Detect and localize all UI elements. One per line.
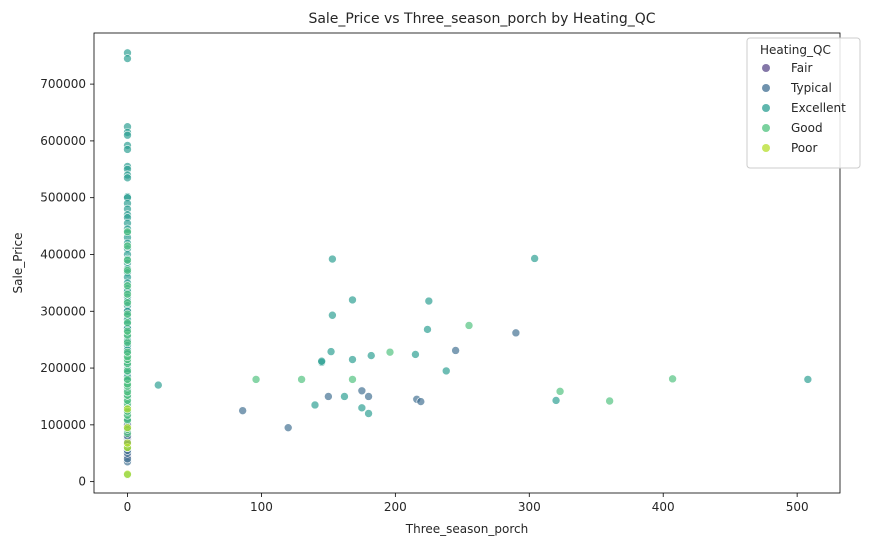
- legend-label-good: Good: [791, 121, 823, 135]
- legend-marker-good: [762, 124, 770, 132]
- data-point-good: [123, 338, 132, 347]
- legend-label-excellent: Excellent: [791, 101, 846, 115]
- x-tick-label: 400: [652, 500, 675, 514]
- x-tick-label: 300: [518, 500, 541, 514]
- x-axis-label: Three_season_porch: [405, 522, 528, 536]
- legend-marker-poor: [762, 144, 770, 152]
- data-point-excellent: [364, 409, 373, 418]
- y-tick-label: 100000: [40, 418, 86, 432]
- data-point-excellent: [366, 351, 376, 360]
- data-point-good: [123, 227, 132, 237]
- data-point-typical: [511, 328, 521, 338]
- data-point-excellent: [348, 295, 357, 305]
- data-point-excellent: [310, 400, 320, 410]
- data-point-typical: [357, 386, 367, 396]
- data-point-typical: [416, 397, 426, 406]
- y-tick-label: 200000: [40, 361, 86, 375]
- data-point-good: [555, 387, 565, 396]
- data-point-good: [297, 375, 306, 384]
- data-point-excellent: [551, 396, 561, 405]
- data-point-good: [123, 318, 132, 327]
- y-tick-label: 500000: [40, 191, 86, 205]
- data-point-good: [123, 298, 132, 308]
- data-point-good: [123, 266, 132, 275]
- data-point-poor: [123, 469, 132, 479]
- x-axis: 0 100 200 300 400 500: [124, 493, 809, 514]
- data-point-good: [123, 366, 132, 376]
- y-axis: 0 100000 200000 300000 400000 500000 600000 700…: [40, 77, 94, 489]
- legend-marker-fair: [762, 64, 770, 72]
- data-points: [123, 48, 813, 480]
- data-point-excellent: [357, 403, 367, 413]
- data-point-excellent: [123, 54, 132, 63]
- data-point-excellent: [326, 347, 336, 356]
- data-point-good: [668, 374, 677, 384]
- legend-title: Heating_QC: [760, 43, 831, 57]
- data-point-excellent: [423, 325, 432, 334]
- data-point-excellent: [424, 296, 434, 306]
- data-point-good: [348, 375, 357, 384]
- data-point-good: [123, 241, 132, 251]
- y-tick-label: 0: [78, 475, 86, 489]
- y-tick-label: 300000: [40, 304, 86, 318]
- x-tick-label: 200: [384, 500, 407, 514]
- data-point-good: [123, 281, 132, 291]
- y-axis-label: Sale_Price: [11, 233, 25, 294]
- data-point-excellent: [411, 350, 420, 359]
- data-point-good: [123, 289, 132, 299]
- plot-area: [93, 32, 841, 494]
- data-point-typical: [451, 346, 460, 355]
- data-point-good: [123, 326, 132, 336]
- legend: Heating_QC Fair Typical Excellent Good Poor: [746, 37, 861, 169]
- data-point-poor: [123, 423, 132, 432]
- y-tick-label: 700000: [40, 77, 86, 91]
- y-tick-label: 600000: [40, 134, 86, 148]
- data-point-excellent: [153, 380, 163, 390]
- data-point-poor: [123, 438, 132, 448]
- legend-marker-typical: [762, 84, 770, 92]
- legend-label-poor: Poor: [791, 141, 817, 155]
- data-point-excellent: [328, 310, 337, 320]
- data-point-good: [123, 309, 132, 319]
- data-point-excellent: [340, 392, 349, 401]
- data-point-good: [251, 375, 261, 384]
- data-point-typical: [283, 423, 293, 432]
- data-point-excellent: [803, 375, 813, 384]
- data-point-typical: [364, 392, 373, 401]
- data-point-good: [123, 255, 132, 265]
- data-point-excellent: [348, 355, 357, 364]
- chart-title: Sale_Price vs Three_season_porch by Heat…: [308, 11, 655, 27]
- data-point-excellent: [328, 254, 337, 264]
- x-tick-label: 500: [786, 500, 809, 514]
- data-point-excellent: [123, 145, 132, 154]
- legend-box: [746, 37, 861, 169]
- legend-label-typical: Typical: [790, 81, 832, 95]
- plot-frame: [93, 32, 841, 494]
- data-point-excellent: [317, 356, 326, 366]
- y-tick-label: 400000: [40, 247, 86, 261]
- data-point-poor: [123, 404, 132, 414]
- data-point-excellent: [123, 173, 132, 183]
- x-tick-label: 100: [250, 500, 273, 514]
- data-point-good: [123, 375, 132, 384]
- data-point-good: [464, 321, 474, 330]
- legend-marker-excellent: [762, 104, 770, 112]
- data-point-good: [385, 347, 395, 357]
- data-point-good: [123, 347, 132, 357]
- x-tick-label: 0: [124, 500, 132, 514]
- data-point-typical: [324, 392, 333, 401]
- legend-label-fair: Fair: [791, 61, 812, 75]
- data-point-good: [605, 396, 614, 406]
- data-point-excellent: [530, 254, 539, 263]
- data-point-excellent: [123, 130, 132, 140]
- data-point-typical: [238, 406, 247, 415]
- data-point-excellent: [441, 366, 451, 376]
